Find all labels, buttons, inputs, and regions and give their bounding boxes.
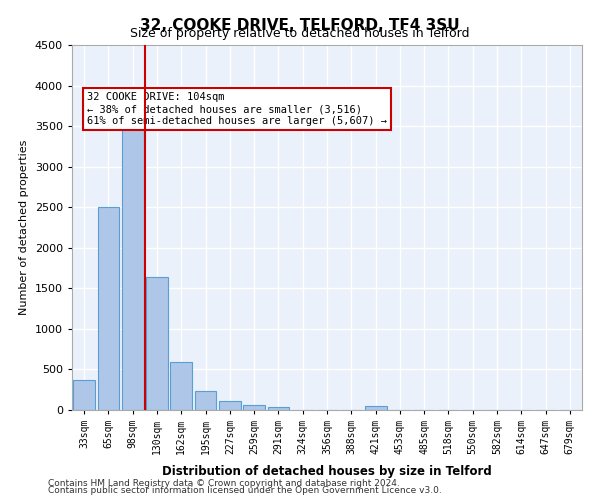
Bar [73, 380, 95, 410]
Text: 32 COOKE DRIVE: 104sqm
← 38% of detached houses are smaller (3,516)
61% of semi-: 32 COOKE DRIVE: 104sqm ← 38% of detached… [88, 92, 388, 126]
X-axis label: Distribution of detached houses by size in Telford: Distribution of detached houses by size … [162, 466, 492, 478]
Bar [170, 362, 192, 410]
Bar [243, 404, 265, 410]
Bar [268, 407, 289, 410]
Text: Contains HM Land Registry data © Crown copyright and database right 2024.: Contains HM Land Registry data © Crown c… [48, 478, 400, 488]
Bar [146, 277, 168, 410]
Bar [194, 392, 217, 410]
Text: Contains public sector information licensed under the Open Government Licence v3: Contains public sector information licen… [48, 486, 442, 495]
Text: 32, COOKE DRIVE, TELFORD, TF4 3SU: 32, COOKE DRIVE, TELFORD, TF4 3SU [140, 18, 460, 32]
Bar [219, 401, 241, 410]
Bar [365, 406, 386, 410]
Bar [97, 207, 119, 410]
Text: Size of property relative to detached houses in Telford: Size of property relative to detached ho… [130, 28, 470, 40]
Y-axis label: Number of detached properties: Number of detached properties [19, 140, 29, 315]
Bar [122, 106, 143, 410]
